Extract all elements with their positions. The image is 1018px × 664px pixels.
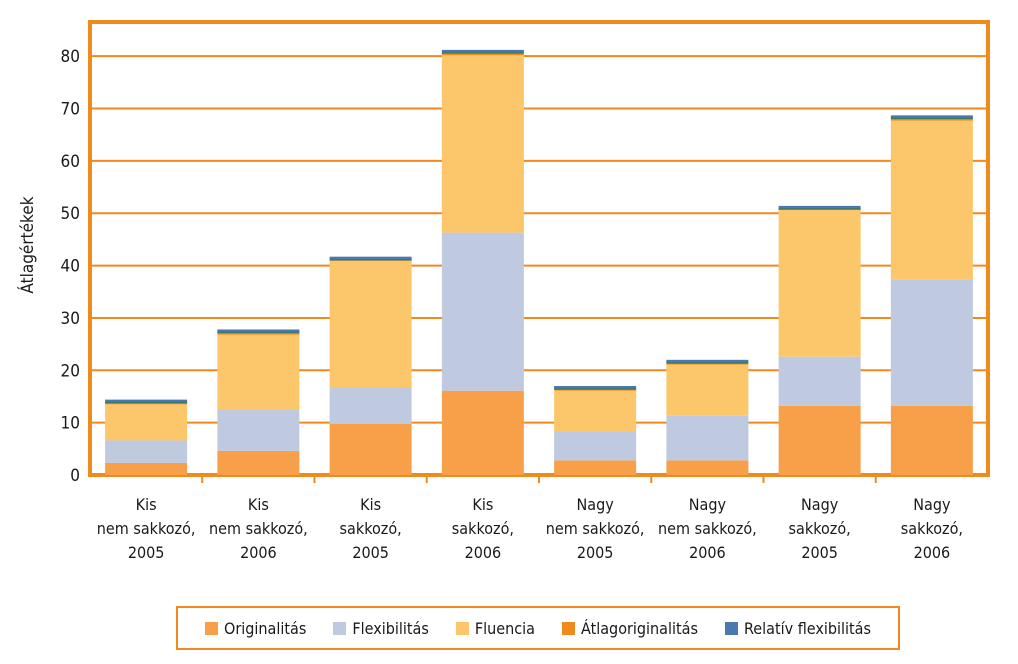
x-tick-label: 2005 <box>577 543 614 562</box>
bar-segment <box>329 256 412 260</box>
x-tick-label: Kis <box>136 495 157 514</box>
legend-label: Relatív flexibilitás <box>744 618 871 638</box>
x-tick-label: nem sakkozó, <box>97 519 196 538</box>
legend-label: Fluencia <box>474 618 535 638</box>
x-tick-label: Nagy <box>913 495 951 514</box>
bar-segment <box>666 415 749 461</box>
x-tick-label: nem sakkozó, <box>658 519 757 538</box>
bar-segment <box>217 334 300 410</box>
bar-segment <box>441 55 524 233</box>
legend-swatch <box>205 621 219 635</box>
legend: Originalitás Flexibilitás Fluencia Átlagori… <box>176 606 900 650</box>
y-tick-label: 80 <box>61 47 80 67</box>
bar-segment <box>890 279 973 406</box>
x-tick-label: nem sakkozó, <box>546 519 645 538</box>
y-tick-label: 70 <box>61 100 80 120</box>
bar-segment <box>890 115 973 119</box>
y-tick-label: 50 <box>61 204 80 224</box>
bar-segment <box>441 232 524 391</box>
legend-item: Átlagoriginalitás <box>562 619 698 638</box>
bar-segment <box>554 431 637 461</box>
bar-segment <box>778 205 861 209</box>
bar-segment <box>778 210 861 357</box>
bar-segment <box>329 423 412 475</box>
legend-item: Flexibilitás <box>333 618 429 638</box>
bar-segment <box>890 405 973 475</box>
x-tick-label: Kis <box>472 495 493 514</box>
bar-segment <box>105 404 188 441</box>
bar-segment <box>329 387 412 424</box>
x-tick-label: 2005 <box>352 543 389 562</box>
y-tick-label: 20 <box>61 361 80 381</box>
legend-swatch <box>333 621 347 635</box>
bar-segment <box>441 390 524 475</box>
x-tick-label: sakkozó, <box>901 519 963 538</box>
x-tick-label: 2006 <box>240 543 277 562</box>
y-tick-label: 40 <box>61 257 80 277</box>
bar-segment <box>778 356 861 406</box>
x-tick-label: 2006 <box>689 543 726 562</box>
legend-label: Originalitás <box>224 618 307 638</box>
x-tick-label: sakkozó, <box>340 519 402 538</box>
legend-label: Flexibilitás <box>352 618 429 638</box>
bar-segment <box>778 405 861 475</box>
bar-segment <box>554 460 637 475</box>
bar-segment <box>105 402 188 405</box>
bar-segment <box>890 119 973 121</box>
bar-segment <box>666 460 749 475</box>
y-tick-labels: 0 10 20 30 40 50 60 70 80 <box>61 47 80 486</box>
x-tick-label: 2005 <box>128 543 165 562</box>
legend-item: Relatív flexibilitás <box>725 619 871 638</box>
bar-segment <box>217 333 300 335</box>
x-tick-label: 2006 <box>914 543 951 562</box>
bar-segment <box>217 450 300 475</box>
x-tick-label: Kis <box>248 495 269 514</box>
x-tick-marks <box>201 475 877 483</box>
x-tick-label: 2005 <box>801 543 838 562</box>
legend-swatch <box>725 621 738 635</box>
bar-segment <box>666 359 749 363</box>
x-tick-label: 2006 <box>465 543 502 562</box>
bar-segment <box>666 364 749 416</box>
bar-segment <box>441 49 524 54</box>
legend-label: Átlagoriginalitás <box>581 618 698 638</box>
bar-segment <box>217 409 300 451</box>
bar-segment <box>105 399 188 403</box>
bar-segment <box>554 386 637 390</box>
y-tick-label: 30 <box>61 309 80 329</box>
legend-swatch <box>455 621 469 635</box>
x-tick-label: sakkozó, <box>452 519 514 538</box>
y-tick-label: 60 <box>61 152 80 172</box>
bars <box>105 49 973 475</box>
x-tick-label: Nagy <box>577 495 615 514</box>
bar-segment <box>890 120 973 280</box>
x-tick-label: Nagy <box>689 495 727 514</box>
x-tick-label: Kis <box>360 495 381 514</box>
bar-segment <box>105 462 188 475</box>
x-tick-label: nem sakkozó, <box>209 519 308 538</box>
bar-segment <box>554 389 637 391</box>
bar-segment <box>217 329 300 334</box>
category-labels: Kis nem sakkozó, 2005 Kis nem sakkozó, 2006 Ki… <box>97 495 963 562</box>
y-tick-label: 10 <box>61 414 80 434</box>
legend-item: Fluencia <box>455 618 535 638</box>
x-tick-label: sakkozó, <box>789 519 851 538</box>
bar-segment <box>105 440 188 463</box>
y-tick-label: 0 <box>70 466 80 486</box>
y-axis-label: Átlagértékek <box>16 196 38 293</box>
legend-swatch <box>562 621 576 635</box>
bar-segment <box>666 362 749 365</box>
x-tick-label: Nagy <box>801 495 839 514</box>
bar-segment <box>441 53 524 56</box>
bar-segment <box>329 260 412 388</box>
legend-item: Originalitás <box>205 619 306 638</box>
bar-segment <box>554 390 637 432</box>
